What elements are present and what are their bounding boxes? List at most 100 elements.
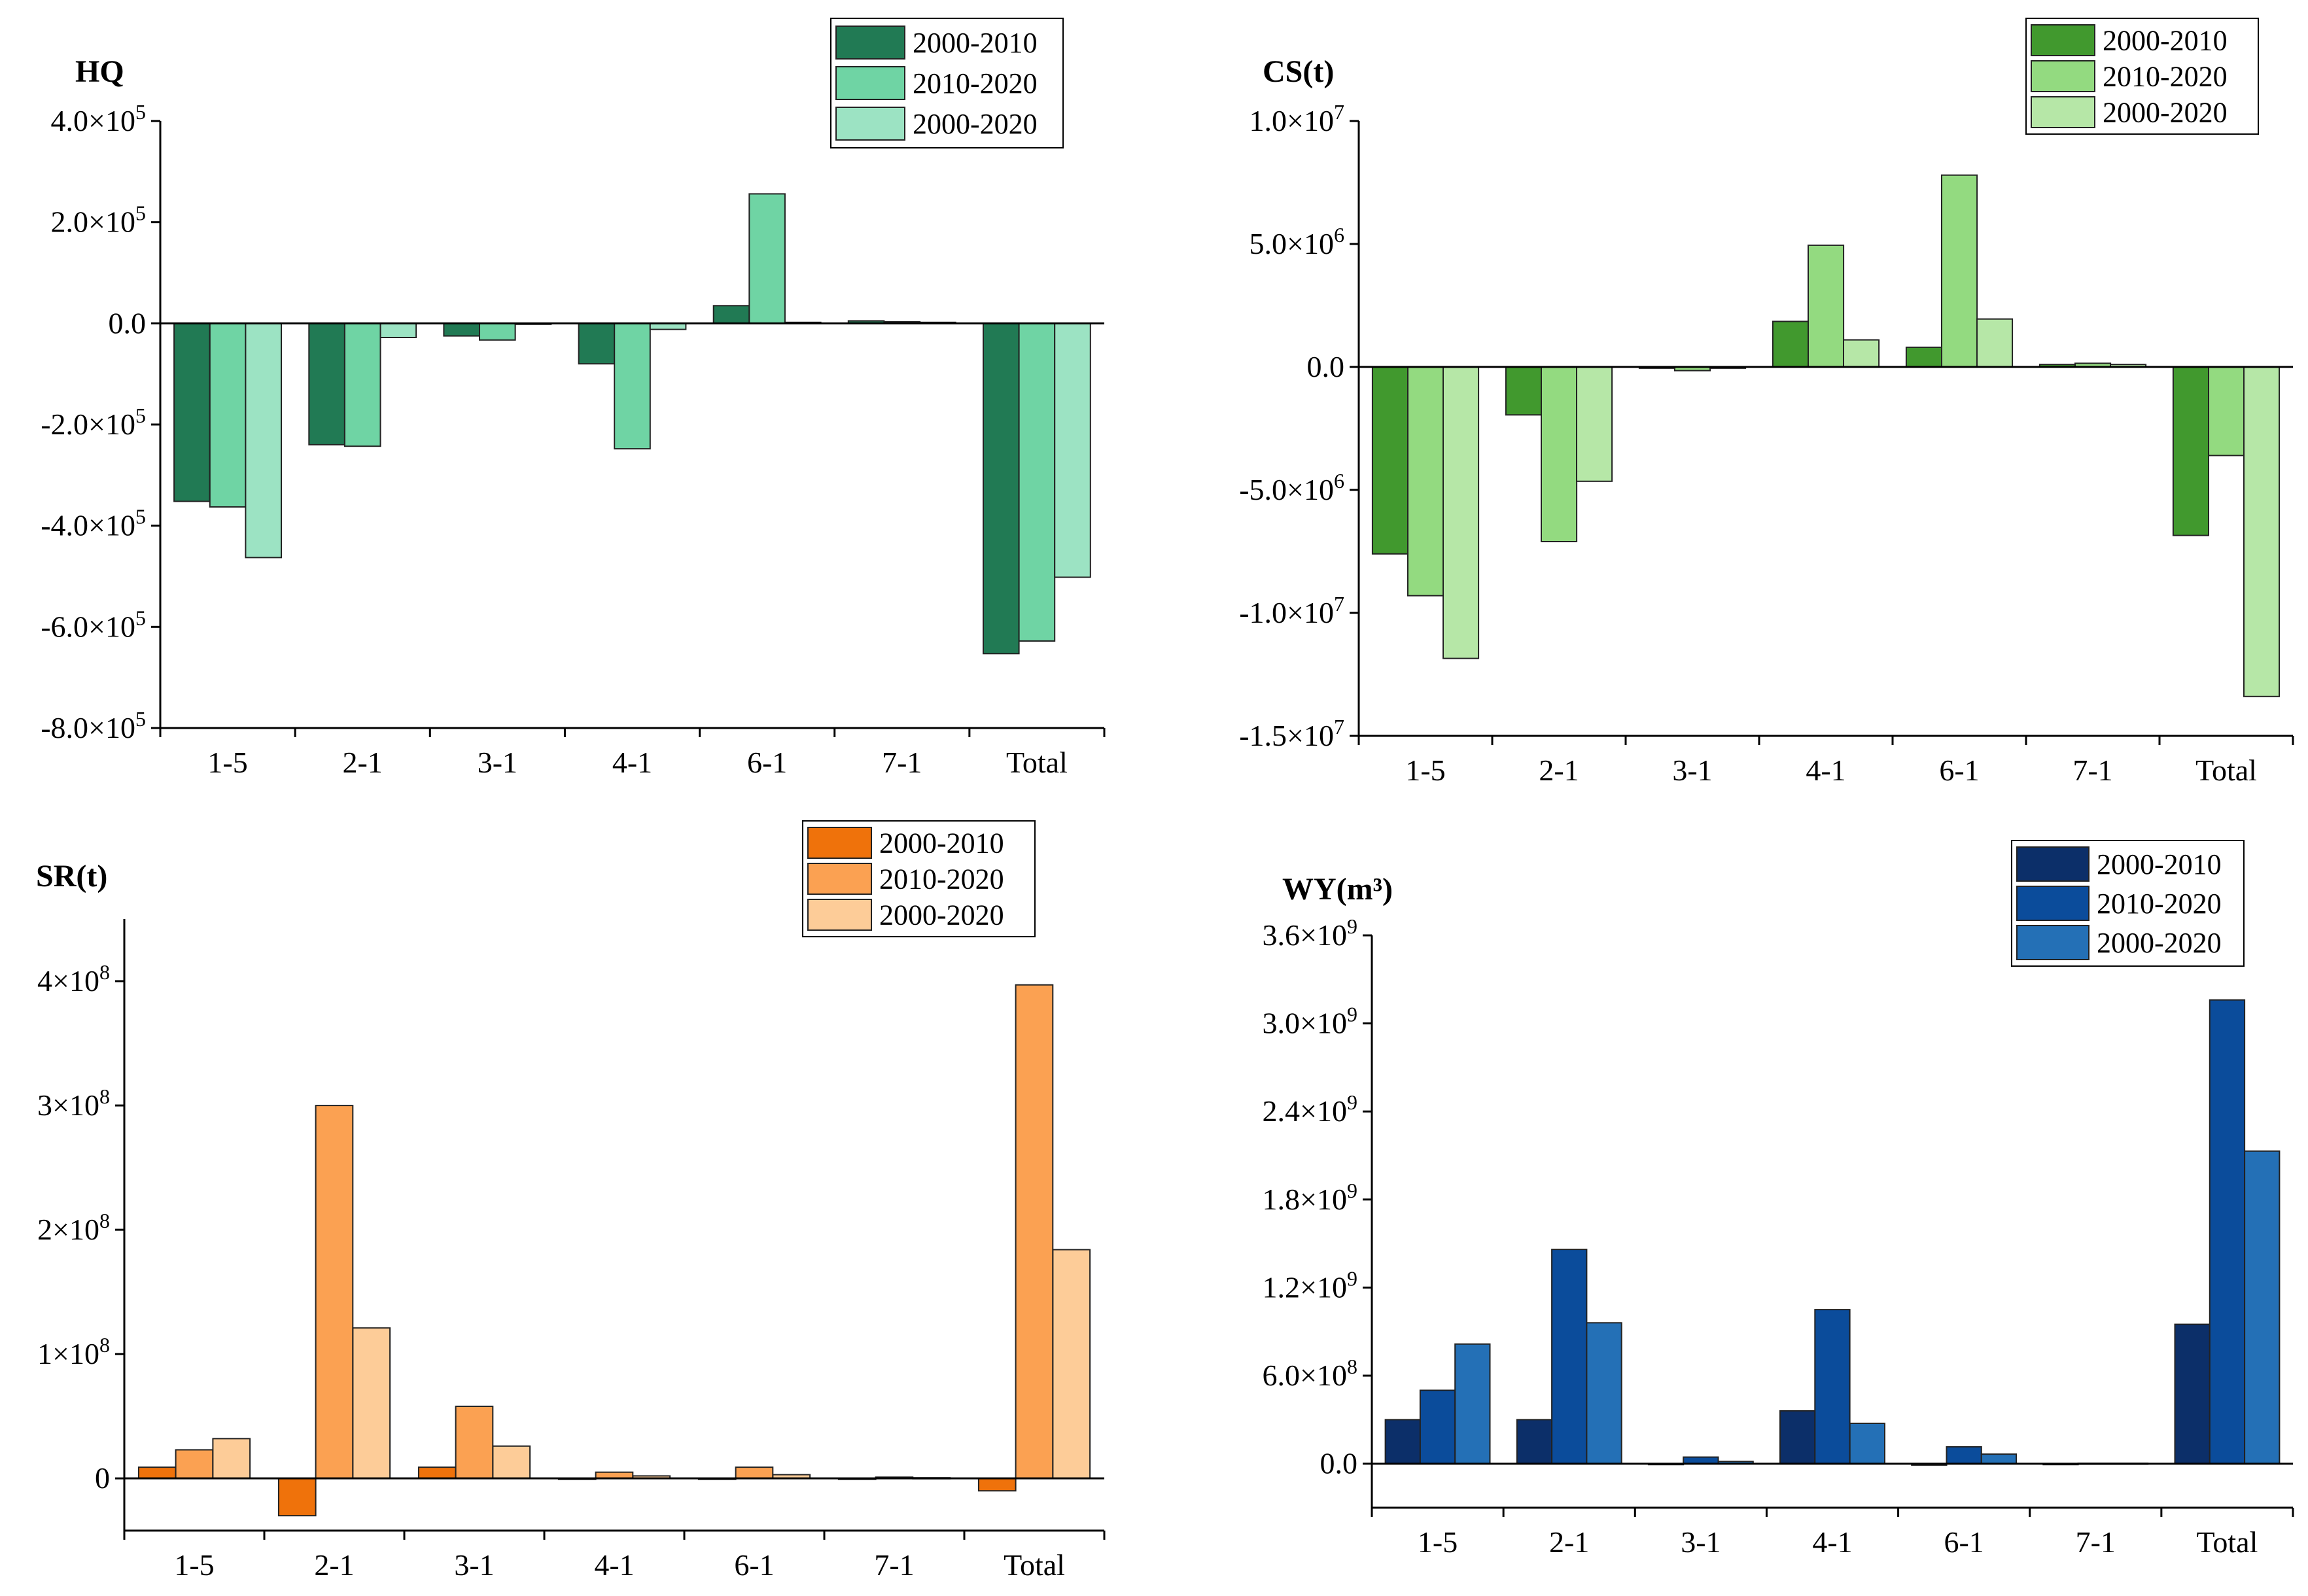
x-tick-label: 2-1 xyxy=(1539,754,1579,787)
legend-swatch xyxy=(835,26,905,60)
x-tick-label: 4-1 xyxy=(594,1548,634,1582)
bar-2-1-2010-2020 xyxy=(343,322,381,447)
bar-1-5-2000-2010 xyxy=(173,322,211,502)
legend-label: 2000-2010 xyxy=(2103,25,2228,57)
legend-label: 2010-2020 xyxy=(2097,888,2222,920)
y-tick-label: -1.5×107 xyxy=(1239,715,1344,752)
bar-2-1-2010-2020 xyxy=(315,1105,354,1480)
y-tick-label: 0 xyxy=(95,1461,110,1495)
bar-1-5-2000-2020 xyxy=(245,322,282,559)
y-tick-label: -5.0×106 xyxy=(1239,469,1344,506)
x-tick-label: 4-1 xyxy=(1806,754,1845,787)
x-tick-label: 6-1 xyxy=(747,746,787,779)
y-tick-label: 1.2×109 xyxy=(1263,1266,1357,1304)
x-tick-label: Total xyxy=(2196,1525,2258,1559)
bar-1-5-2000-2010 xyxy=(1384,1419,1421,1465)
x-tick-label: 1-5 xyxy=(1418,1525,1458,1559)
bar-Total-2000-2020 xyxy=(1052,1249,1091,1480)
chart-panel-1: HQ 4.0×105 2.0×105 0.0 -2.0×105 -4.0×105 -6.0×… xyxy=(41,18,1106,779)
legend: 2000-2010 2010-2020 2000-2020 xyxy=(830,18,1064,148)
legend-label: 2000-2010 xyxy=(913,27,1038,59)
y-tick-label: 6.0×108 xyxy=(1263,1355,1357,1392)
bar-6-1-2010-2020 xyxy=(735,1466,774,1480)
bar-4-1-2000-2010 xyxy=(1779,1410,1816,1465)
x-tick-label: 3-1 xyxy=(454,1548,494,1582)
bar-6-1-2010-2020 xyxy=(1941,174,1978,368)
bar-Total-2010-2020 xyxy=(1015,984,1054,1480)
x-tick-label: 1-5 xyxy=(207,746,247,779)
chart-panel-3: SR(t) 4×108 3×108 2×108 1×108 0 1-5 2-1 3-1 4-1 6-… xyxy=(36,820,1106,1582)
x-tick-label: 3-1 xyxy=(1672,754,1712,787)
y-tick-label: 4.0×105 xyxy=(51,100,146,137)
x-tick-label: 7-1 xyxy=(2072,754,2112,787)
bar-2-1-2000-2020 xyxy=(1586,1322,1622,1465)
bar-4-1-2010-2020 xyxy=(614,322,651,450)
y-tick-label: 0.0 xyxy=(1307,350,1345,383)
legend-label: 2000-2020 xyxy=(913,108,1038,140)
x-tick-label: 6-1 xyxy=(1944,1525,1984,1559)
y-tick-label: 0.0 xyxy=(109,306,147,339)
legend-label: 2010-2020 xyxy=(913,67,1038,99)
y-tick-label: -8.0×105 xyxy=(41,707,146,744)
bar-Total-2000-2010 xyxy=(977,1478,1017,1492)
y-tick-label: 3.0×109 xyxy=(1263,1003,1357,1040)
bar-6-1-2000-2010 xyxy=(1905,346,1942,368)
bar-1-5-2000-2010 xyxy=(1371,366,1408,555)
x-tick-label: Total xyxy=(1006,746,1068,779)
bar-4-1-2000-2020 xyxy=(1849,1423,1885,1465)
y-tick-label: -6.0×105 xyxy=(41,606,146,643)
legend-label: 2000-2010 xyxy=(2097,848,2222,880)
bar-4-1-2010-2020 xyxy=(1814,1309,1851,1465)
bar-1-5-2000-2020 xyxy=(212,1438,251,1480)
bar-4-1-2000-2020 xyxy=(1843,339,1880,368)
legend-swatch xyxy=(2031,96,2095,128)
y-tick-label: 2.0×105 xyxy=(51,201,146,239)
bar-1-5-2010-2020 xyxy=(1419,1389,1456,1465)
bar-1-5-2010-2020 xyxy=(1407,366,1444,597)
bar-Total-2000-2010 xyxy=(983,322,1020,655)
y-tick-label: 2×108 xyxy=(37,1209,110,1246)
bar-6-1-2010-2020 xyxy=(1946,1446,1982,1465)
bar-2-1-2000-2010 xyxy=(1516,1419,1553,1465)
y-tick-label: 5.0×106 xyxy=(1250,223,1344,260)
bar-2-1-2000-2010 xyxy=(308,322,345,445)
legend: 2000-2010 2010-2020 2000-2020 xyxy=(2025,18,2259,135)
bar-3-1-2000-2020 xyxy=(492,1445,531,1480)
bar-Total-2010-2020 xyxy=(2209,999,2246,1465)
y-tick-label: 4×108 xyxy=(37,960,110,998)
y-tick-label: 1×108 xyxy=(37,1333,110,1370)
legend: 2000-2010 2010-2020 2000-2020 xyxy=(802,820,1036,937)
bar-6-1-2010-2020 xyxy=(748,193,786,324)
legend-label: 2000-2020 xyxy=(2103,97,2228,129)
y-tick-label: -2.0×105 xyxy=(41,404,146,441)
legend-swatch xyxy=(2016,846,2089,882)
bar-2-1-2000-2020 xyxy=(1576,366,1613,482)
x-tick-label: 1-5 xyxy=(1405,754,1445,787)
bar-Total-2010-2020 xyxy=(1018,322,1056,642)
bar-1-5-2000-2020 xyxy=(1442,366,1480,659)
bar-4-1-2010-2020 xyxy=(1808,244,1845,368)
bar-1-5-2010-2020 xyxy=(209,322,247,508)
legend-swatch xyxy=(807,899,872,931)
y-tick-label: 3.6×109 xyxy=(1263,914,1357,952)
x-tick-label: 7-1 xyxy=(882,746,922,779)
y-tick-label: 0.0 xyxy=(1320,1447,1358,1480)
chart-panel-4: WY(m³) 3.6×109 3.0×109 2.4×109 1.8×109 1.2×10… xyxy=(1263,840,2294,1559)
bar-Total-2000-2020 xyxy=(1054,322,1091,578)
bar-Total-2000-2020 xyxy=(2244,1150,2281,1465)
x-tick-label: 2-1 xyxy=(1549,1525,1589,1559)
legend-swatch xyxy=(2031,60,2095,92)
bar-1-5-2000-2020 xyxy=(1454,1343,1491,1465)
bar-6-1-2000-2020 xyxy=(1980,1453,2018,1465)
x-tick-label: 7-1 xyxy=(2076,1525,2116,1559)
y-tick-label: -1.0×107 xyxy=(1239,592,1344,629)
legend: 2000-2010 2010-2020 2000-2020 xyxy=(2011,840,2245,967)
x-tick-label: 6-1 xyxy=(1939,754,1979,787)
bar-2-1-2010-2020 xyxy=(1551,1249,1588,1465)
y-tick-label: 1.8×109 xyxy=(1263,1179,1357,1216)
x-tick-label: 4-1 xyxy=(612,746,652,779)
x-tick-label: 6-1 xyxy=(734,1548,774,1582)
legend-swatch xyxy=(835,107,905,141)
bar-Total-2000-2010 xyxy=(2172,366,2209,536)
